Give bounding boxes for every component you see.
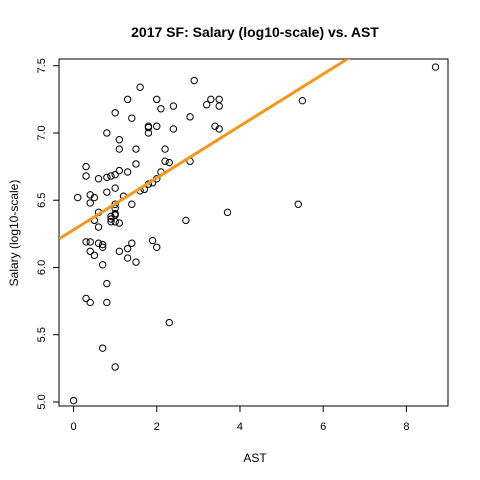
data-point <box>86 247 94 256</box>
data-point <box>74 193 82 202</box>
data-point <box>215 102 223 110</box>
x-tick-label: 0 <box>70 421 76 433</box>
data-point <box>207 95 215 104</box>
data-point <box>132 258 140 266</box>
data-point <box>153 95 161 104</box>
data-point <box>144 129 153 137</box>
data-point <box>165 318 173 327</box>
data-point <box>98 261 107 269</box>
data-point <box>169 125 178 133</box>
y-axis: 5.0 5.5 6.0 6.5 7.0 7.5 <box>36 58 60 410</box>
y-tick-label: 7.5 <box>36 58 48 73</box>
data-point <box>190 76 198 85</box>
data-point <box>128 114 136 122</box>
data-point <box>165 158 173 167</box>
data-point <box>103 129 111 137</box>
data-point <box>144 123 153 132</box>
data-point <box>161 145 169 153</box>
data-point <box>132 160 140 168</box>
data-point <box>123 95 132 104</box>
y-axis-label: Salary (log10-scale) <box>7 180 21 287</box>
data-point <box>182 216 190 225</box>
data-point <box>111 363 119 371</box>
x-axis: 0 2 4 6 8 <box>70 405 409 433</box>
data-point <box>107 218 115 226</box>
data-point <box>115 135 124 144</box>
data-point <box>107 172 115 180</box>
y-tick-label: 6.5 <box>36 193 48 208</box>
data-point <box>148 236 157 245</box>
data-point <box>157 105 165 113</box>
x-tick-label: 8 <box>403 421 409 433</box>
data-point <box>294 200 302 208</box>
y-tick-label: 7.0 <box>36 125 48 140</box>
data-point <box>132 145 140 153</box>
data-point <box>98 240 107 249</box>
data-point <box>94 239 103 247</box>
data-point <box>103 173 111 182</box>
data-point <box>298 96 307 105</box>
data-point <box>98 243 107 251</box>
data-point <box>86 298 94 307</box>
trendline <box>59 59 351 241</box>
data-point <box>90 193 99 202</box>
data-point <box>161 157 169 165</box>
data-point <box>115 219 124 227</box>
data-point <box>115 166 124 175</box>
data-point <box>86 238 94 246</box>
y-tick-label: 5.0 <box>36 394 48 409</box>
x-axis-label: AST <box>243 451 267 465</box>
y-tick-label: 6.0 <box>36 260 48 275</box>
data-point <box>103 298 111 307</box>
data-point <box>82 238 90 246</box>
data-point <box>94 223 103 231</box>
data-point <box>98 344 107 352</box>
data-point <box>431 63 440 71</box>
data-point <box>128 239 136 247</box>
data-point <box>202 101 211 109</box>
data-point <box>123 254 132 262</box>
data-point <box>215 95 223 104</box>
data-points <box>69 63 440 405</box>
data-point <box>215 125 223 133</box>
data-point <box>103 188 111 196</box>
data-point <box>69 396 78 405</box>
x-tick-label: 6 <box>320 421 326 433</box>
data-point <box>128 200 136 208</box>
data-point <box>111 109 119 117</box>
data-point <box>111 218 119 226</box>
x-tick-label: 2 <box>154 421 160 433</box>
data-point <box>153 122 161 130</box>
data-point <box>111 170 119 179</box>
data-point <box>115 145 124 153</box>
data-point <box>123 168 132 176</box>
data-point <box>223 208 232 217</box>
y-tick-label: 5.5 <box>36 327 48 342</box>
data-point <box>115 247 124 256</box>
data-point <box>153 243 161 251</box>
data-point <box>136 83 144 91</box>
data-point <box>86 199 94 207</box>
data-point <box>90 251 99 260</box>
data-point <box>82 294 90 303</box>
x-tick-label: 4 <box>237 421 243 433</box>
data-point <box>94 175 103 183</box>
data-point <box>169 102 178 110</box>
data-point <box>103 279 111 288</box>
data-point <box>111 184 119 192</box>
trendline-group <box>59 59 351 241</box>
data-point <box>82 172 90 180</box>
data-point <box>123 244 132 253</box>
data-point <box>82 162 90 171</box>
data-point <box>186 113 194 121</box>
chart-title: 2017 SF: Salary (log10-scale) vs. AST <box>131 24 379 40</box>
